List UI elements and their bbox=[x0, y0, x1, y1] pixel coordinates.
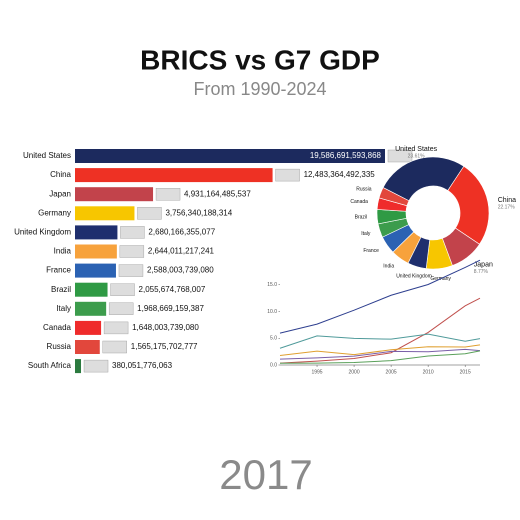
y-tick-label: 5.0 bbox=[270, 336, 277, 342]
x-tick-label: 2010 bbox=[423, 369, 434, 375]
flag bbox=[118, 264, 144, 277]
x-tick-label: 1995 bbox=[311, 369, 322, 375]
bar bbox=[75, 340, 100, 354]
slice-value-label: 23.61% bbox=[408, 154, 426, 160]
series-line bbox=[279, 259, 481, 334]
category-label: South Africa bbox=[28, 361, 72, 370]
x-tick-label: 2015 bbox=[460, 369, 471, 375]
category-label: India bbox=[54, 247, 72, 256]
donut-slice bbox=[382, 156, 465, 202]
flag bbox=[110, 283, 135, 296]
slice-label: Russia bbox=[356, 186, 372, 192]
flag bbox=[102, 340, 127, 354]
flag bbox=[137, 207, 162, 220]
x-tick-label: 2000 bbox=[349, 369, 360, 375]
donut-slice bbox=[447, 165, 490, 245]
bar bbox=[75, 168, 273, 183]
category-label: Canada bbox=[43, 323, 72, 332]
series-line bbox=[279, 344, 481, 357]
flag bbox=[83, 359, 109, 373]
slice-label: Brazil bbox=[355, 215, 368, 221]
slice-label: France bbox=[363, 248, 379, 254]
value-label: 1,968,669,159,387 bbox=[137, 304, 204, 313]
bar bbox=[75, 320, 102, 335]
category-label: Japan bbox=[49, 189, 71, 198]
value-label: 19,586,691,593,868 bbox=[310, 151, 382, 160]
value-label: 1,648,003,739,080 bbox=[132, 323, 199, 332]
series-line bbox=[279, 350, 481, 364]
bar bbox=[75, 206, 135, 221]
flag bbox=[119, 245, 145, 258]
series-line bbox=[279, 333, 481, 349]
category-label: United Kingdom bbox=[14, 228, 71, 237]
flag bbox=[155, 187, 181, 201]
value-label: 2,680,166,355,077 bbox=[148, 228, 215, 237]
series-line bbox=[279, 297, 481, 364]
value-label: 4,931,164,485,537 bbox=[184, 189, 251, 198]
slice-label: United States bbox=[395, 146, 438, 153]
bar bbox=[75, 301, 107, 316]
value-label: 380,051,776,063 bbox=[112, 361, 173, 370]
category-label: Russia bbox=[47, 342, 72, 351]
value-label: 2,588,003,739,080 bbox=[147, 266, 214, 275]
category-label: Germany bbox=[38, 208, 71, 217]
category-label: United States bbox=[23, 151, 71, 160]
value-label: 1,565,175,702,777 bbox=[131, 342, 198, 351]
bar bbox=[75, 225, 118, 240]
y-tick-label: 0.0 bbox=[270, 362, 277, 368]
slice-label: Canada bbox=[350, 199, 368, 205]
slice-label: India bbox=[383, 264, 394, 270]
flag bbox=[120, 226, 145, 239]
bar bbox=[75, 149, 385, 163]
y-tick-label: 15.0 bbox=[267, 282, 277, 288]
slice-label: Japan bbox=[474, 262, 493, 269]
series-line bbox=[279, 348, 481, 360]
flag bbox=[103, 321, 129, 335]
value-label: 2,055,674,768,007 bbox=[139, 285, 206, 294]
chart-subtitle: From 1990-2024 bbox=[193, 79, 326, 99]
bar bbox=[75, 282, 108, 297]
year-label: 2017 bbox=[219, 451, 312, 498]
value-label: 3,756,340,188,314 bbox=[165, 208, 232, 217]
y-tick-label: 10.0 bbox=[267, 309, 277, 315]
flag bbox=[387, 149, 413, 163]
value-label: 2,644,011,217,241 bbox=[148, 247, 215, 256]
x-tick-label: 2005 bbox=[386, 369, 397, 375]
category-label: Italy bbox=[56, 304, 71, 313]
value-label: 12,483,364,492,335 bbox=[304, 170, 376, 179]
flag bbox=[275, 168, 300, 182]
flag bbox=[108, 302, 134, 315]
category-label: China bbox=[50, 170, 71, 179]
bar bbox=[75, 187, 154, 202]
chart-title: BRICS vs G7 GDP bbox=[140, 44, 380, 75]
bar bbox=[75, 244, 117, 259]
slice-value-label: 22.17% bbox=[498, 204, 516, 210]
bar bbox=[75, 359, 82, 374]
slice-label: China bbox=[498, 197, 516, 204]
slice-label: United Kingdom bbox=[396, 274, 432, 280]
category-label: Brazil bbox=[51, 285, 71, 294]
slice-label: Italy bbox=[361, 231, 371, 237]
category-label: France bbox=[46, 266, 71, 275]
slice-value-label: 8.77% bbox=[474, 269, 489, 275]
bar bbox=[75, 263, 116, 278]
donut-slice bbox=[378, 187, 410, 207]
